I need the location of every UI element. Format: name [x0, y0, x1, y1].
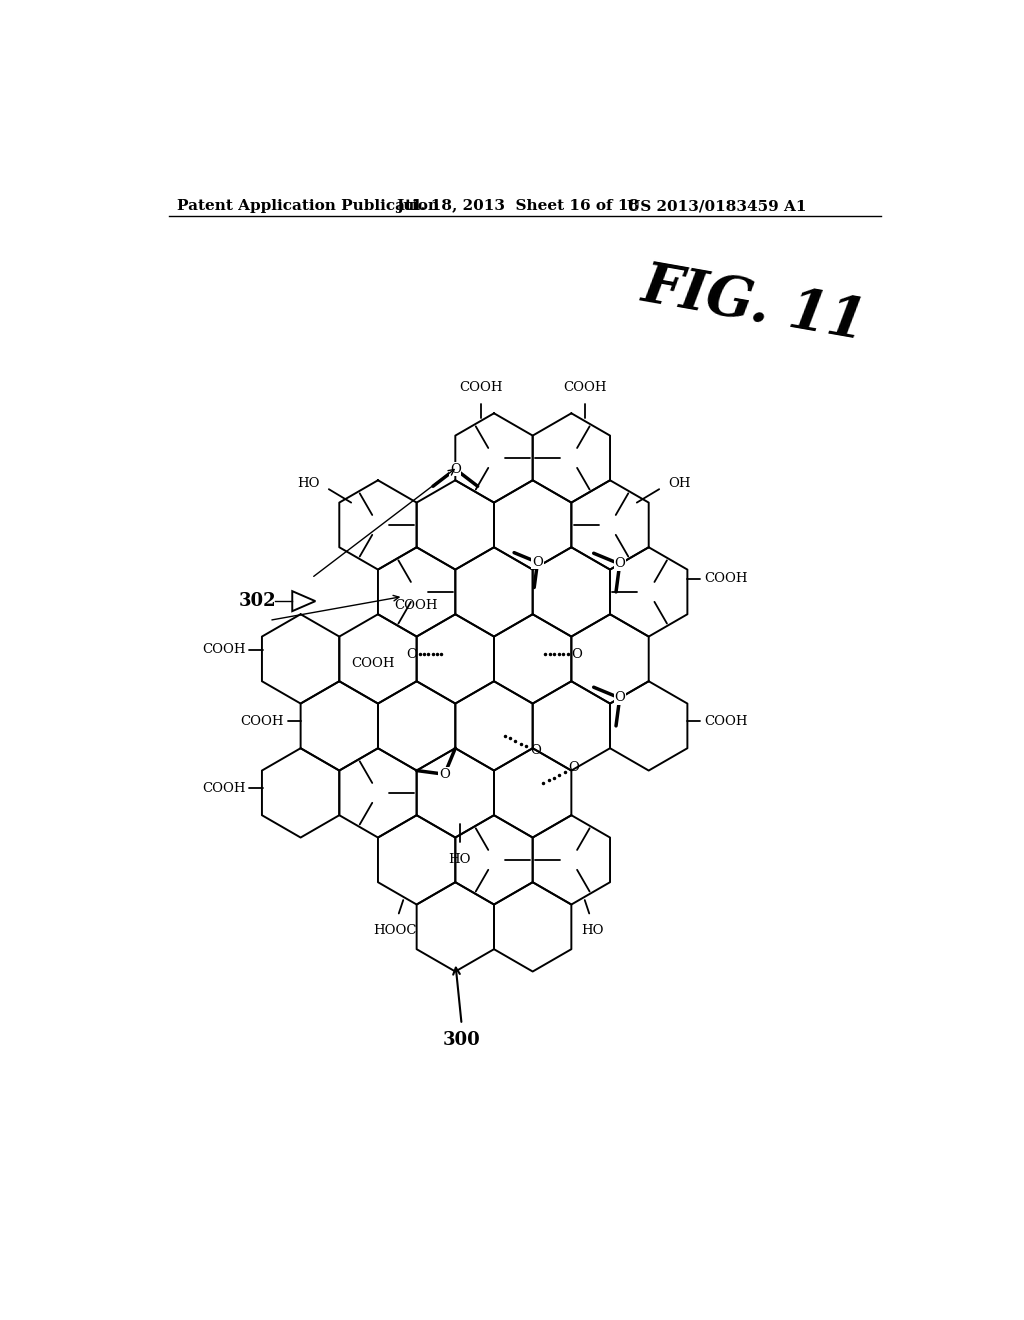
Text: COOH: COOH — [202, 643, 246, 656]
Text: COOH: COOH — [563, 380, 606, 393]
Text: 302: 302 — [239, 593, 276, 610]
Text: Jul. 18, 2013  Sheet 16 of 18: Jul. 18, 2013 Sheet 16 of 18 — [396, 199, 639, 213]
Text: O: O — [571, 648, 583, 661]
Text: HO: HO — [449, 853, 471, 866]
Text: Patent Application Publication: Patent Application Publication — [177, 199, 438, 213]
Text: O: O — [614, 557, 625, 570]
Text: HO: HO — [297, 477, 319, 490]
Text: O: O — [439, 768, 450, 780]
Text: US 2013/0183459 A1: US 2013/0183459 A1 — [628, 199, 807, 213]
Text: COOH: COOH — [351, 657, 394, 669]
Text: COOH: COOH — [241, 715, 284, 727]
Text: O: O — [529, 744, 541, 758]
Text: 300: 300 — [442, 1031, 480, 1049]
Text: O: O — [614, 692, 625, 705]
Text: COOH: COOH — [703, 572, 748, 585]
Text: COOH: COOH — [459, 380, 503, 393]
Text: HO: HO — [582, 924, 604, 937]
Text: O: O — [450, 462, 461, 475]
Text: O: O — [532, 556, 543, 569]
Text: COOH: COOH — [703, 715, 748, 727]
Text: COOH: COOH — [202, 781, 246, 795]
Text: FIG. 11: FIG. 11 — [638, 257, 870, 351]
Text: O: O — [568, 762, 580, 775]
Text: HOOC: HOOC — [374, 924, 417, 937]
Text: O: O — [406, 648, 417, 661]
Text: OH: OH — [669, 477, 691, 490]
Text: COOH: COOH — [394, 599, 438, 611]
